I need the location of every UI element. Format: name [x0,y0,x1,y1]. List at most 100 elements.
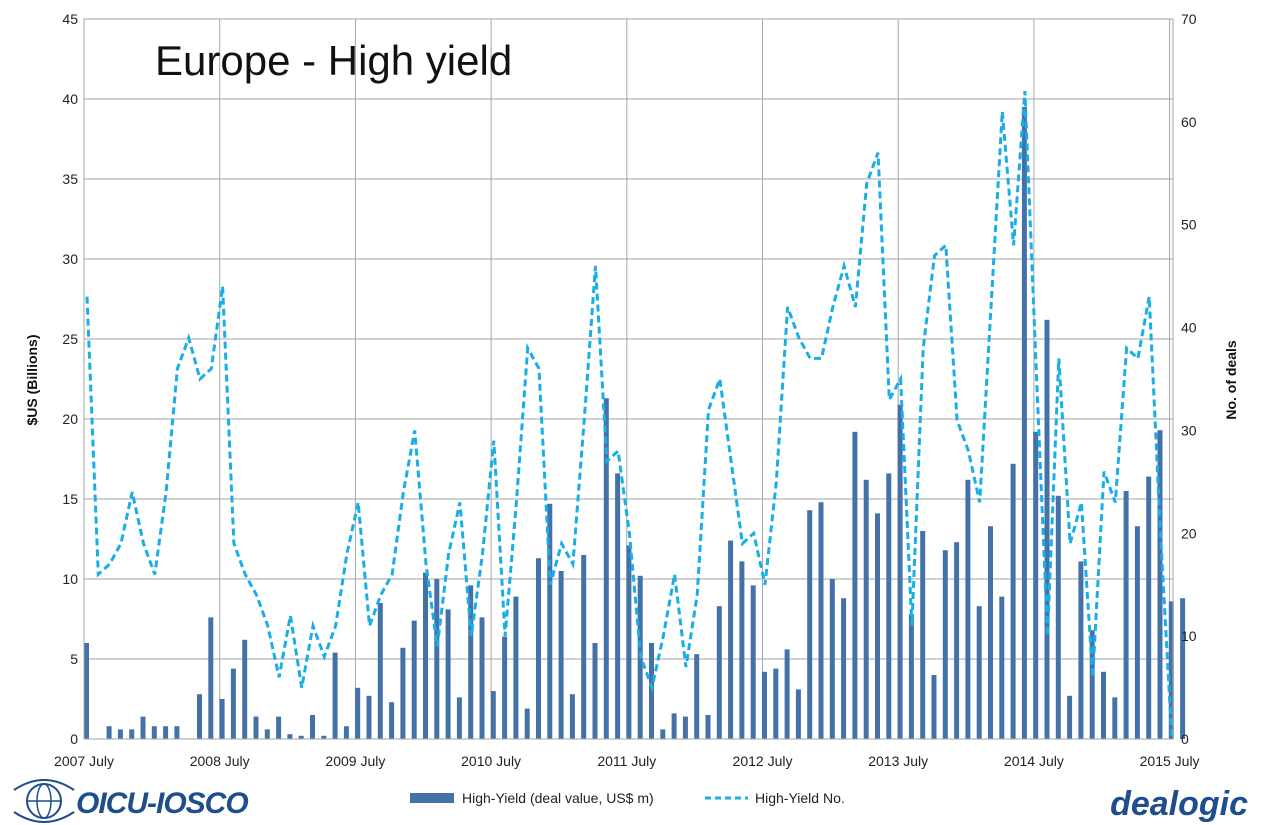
bar [1123,491,1129,739]
bar [140,716,146,739]
bar [807,510,813,739]
y-tick-label: 35 [62,171,78,187]
bar [682,716,688,739]
bar [920,531,926,739]
bar [954,542,960,739]
bar [400,647,406,739]
bar [377,603,383,739]
bar [321,735,327,739]
bar [897,404,903,739]
bar [264,729,270,739]
bar [931,675,937,739]
bar [230,668,236,739]
bar [242,639,248,739]
bar [524,708,530,739]
bar [219,699,225,739]
bar-series [84,107,1186,739]
bar [287,734,293,739]
bar [875,513,880,739]
y-tick-label: 0 [70,731,78,747]
deal-count-line [85,90,1174,740]
legend-bar-label: High-Yield (deal value, US$ m) [462,790,654,806]
iosco-logo: OICU-IOSCO [13,779,249,823]
bar [660,729,666,739]
bar [739,561,745,739]
bar [649,643,654,739]
x-axis-ticks: 2007 July 2008 July 2009 July 2010 July 2011… [54,753,1200,769]
bar [694,654,700,739]
bar [468,585,474,739]
dealogic-logo-text: dealogic [1110,785,1248,823]
bar [389,702,395,739]
bar [1168,601,1174,739]
y-tick-label: 15 [62,491,78,507]
bar [276,716,282,739]
bar [886,473,892,739]
y-tick-label: 5 [70,651,78,667]
bar [456,697,462,739]
line-series [85,90,1174,740]
bar [773,668,779,739]
bar [502,636,508,739]
x-tick-label: 2007 July [54,753,114,769]
bar [795,689,801,739]
bar [999,596,1005,739]
bar [626,545,632,739]
bar [829,579,835,739]
bar [106,726,112,739]
y2-axis-ticks: 0 10 20 30 40 50 60 70 [1181,11,1197,747]
bar [818,502,824,739]
bar [1112,697,1118,739]
y-tick-label: 10 [62,571,78,587]
bar [129,729,135,739]
bar [1055,495,1061,739]
x-tick-label: 2008 July [190,753,250,769]
bar [716,606,722,739]
y2-tick-label: 20 [1181,525,1197,541]
bar [581,555,587,739]
bar [197,694,202,739]
legend-bar-swatch [410,793,454,803]
bar [298,735,304,739]
bar [942,550,948,739]
x-tick-label: 2014 July [1004,753,1064,769]
bar [762,671,767,739]
bar [151,726,157,739]
bar [163,726,169,739]
bar [1021,107,1027,739]
bar [558,571,564,739]
bar [750,585,756,739]
legend: High-Yield (deal value, US$ m) High-Yiel… [410,790,845,806]
y2-tick-label: 70 [1181,11,1197,27]
iosco-logo-text: OICU-IOSCO [76,787,248,820]
bar [1134,526,1140,739]
bar [965,479,971,739]
bar [208,617,214,739]
bar [411,620,417,739]
y2-axis-label: No. of deals [1223,340,1239,420]
plot-area-border [83,18,1174,740]
bar [1180,598,1186,739]
legend-line-label: High-Yield No. [755,790,845,806]
y-tick-label: 25 [62,331,78,347]
y-axis-label: $US (Billions) [24,334,40,425]
bar [1044,319,1050,739]
bar [603,398,609,739]
bar [84,643,89,739]
x-tick-label: 2013 July [868,753,928,769]
bar [343,726,349,739]
bar [1146,476,1152,739]
bar [513,596,519,739]
bar [1010,463,1016,739]
x-tick-label: 2012 July [733,753,793,769]
bar [253,716,259,739]
bar [671,713,677,739]
bar [1089,630,1095,739]
x-tick-label: 2010 July [461,753,521,769]
y2-tick-label: 50 [1181,217,1197,233]
bar [976,606,982,739]
bar [908,614,914,739]
bar [355,687,361,739]
bar [490,691,496,739]
